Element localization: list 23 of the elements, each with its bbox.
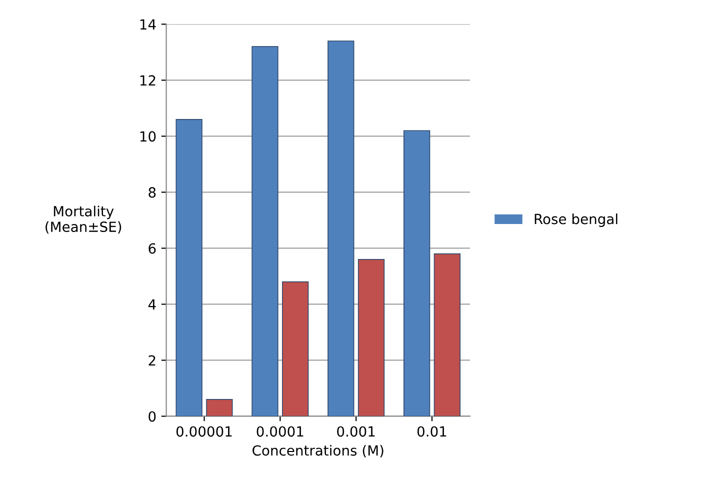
y-tick-label: 14 [140, 19, 156, 30]
y-tick-label: 6 [148, 243, 156, 254]
bar [358, 259, 385, 416]
bar [252, 46, 278, 416]
bar [206, 399, 233, 416]
y-tick-label: 12 [140, 75, 156, 86]
x-axis-title: Concentrations (M) [252, 444, 384, 458]
x-tick-label: 0.0001 [256, 426, 304, 437]
legend-label: Rose bengal [534, 214, 618, 227]
bar [403, 130, 430, 416]
x-tick-label: 0.001 [337, 426, 375, 437]
y-axis-title: Mortality (Mean±SE) [46, 206, 122, 234]
y-tick-label: 10 [140, 131, 156, 142]
x-tick-label: 0.00001 [176, 426, 232, 437]
y-tick-label: 0 [148, 411, 156, 422]
bar [328, 40, 354, 416]
x-tick-label: 0.01 [417, 426, 446, 437]
bar [282, 281, 309, 416]
y-tick-label: 2 [148, 355, 156, 366]
bar [176, 118, 202, 416]
y-tick-label: 4 [148, 299, 156, 310]
bar [434, 253, 460, 416]
y-tick-label: 8 [148, 187, 156, 198]
